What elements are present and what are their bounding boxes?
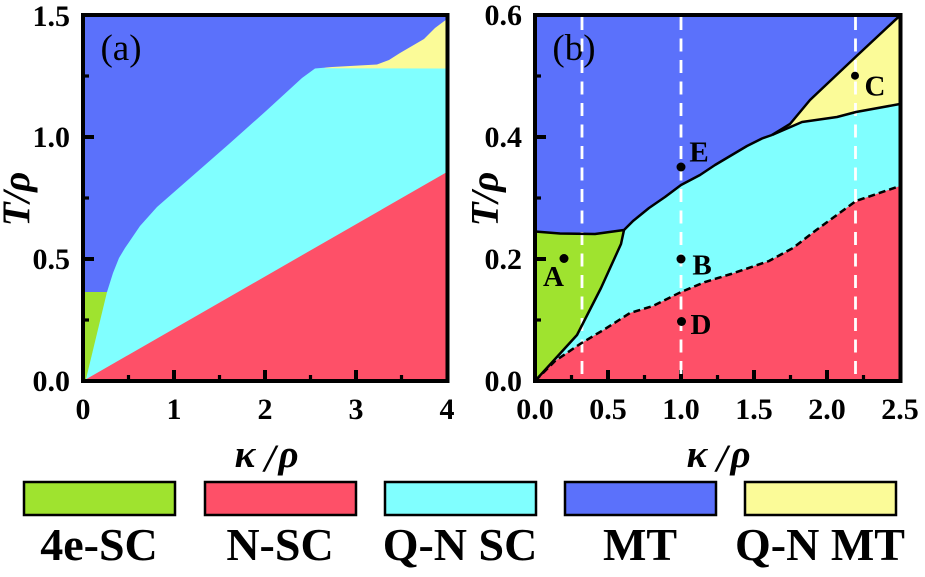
svg-text:A: A xyxy=(543,261,564,293)
svg-text:D: D xyxy=(691,309,712,341)
svg-text:Q-N SC: Q-N SC xyxy=(383,519,538,570)
svg-text:1.5: 1.5 xyxy=(33,0,71,33)
svg-text:0.2: 0.2 xyxy=(485,243,523,276)
svg-text:1: 1 xyxy=(167,393,182,426)
svg-text:B: B xyxy=(692,250,711,282)
svg-text:1.5: 1.5 xyxy=(735,393,773,426)
svg-text:(a): (a) xyxy=(100,28,141,69)
svg-text:2: 2 xyxy=(258,393,273,426)
svg-text:0.0: 0.0 xyxy=(485,365,523,398)
svg-text:E: E xyxy=(689,137,708,169)
svg-text:1.0: 1.0 xyxy=(33,121,71,154)
svg-text:ρ: ρ xyxy=(277,433,298,476)
svg-text:0.5: 0.5 xyxy=(589,393,627,426)
svg-text:0.5: 0.5 xyxy=(33,243,71,276)
svg-text:0.0: 0.0 xyxy=(33,365,71,398)
svg-text:2.0: 2.0 xyxy=(808,393,846,426)
svg-text:/: / xyxy=(714,437,731,480)
svg-text:0.6: 0.6 xyxy=(485,0,523,32)
svg-text:T/ρ: T/ρ xyxy=(0,172,38,227)
svg-text:Q-N MT: Q-N MT xyxy=(735,519,905,570)
svg-text:0.4: 0.4 xyxy=(485,121,523,154)
svg-text:4: 4 xyxy=(440,393,455,426)
svg-text:2.5: 2.5 xyxy=(881,393,919,426)
svg-text:3: 3 xyxy=(349,393,364,426)
svg-text:MT: MT xyxy=(603,519,677,570)
svg-text:0: 0 xyxy=(76,393,91,426)
svg-text:/: / xyxy=(262,437,279,480)
svg-text:(b): (b) xyxy=(552,28,595,69)
svg-text:ρ: ρ xyxy=(729,433,750,476)
svg-text:4e-SC: 4e-SC xyxy=(40,519,158,570)
svg-text:N-SC: N-SC xyxy=(226,519,333,570)
svg-text:C: C xyxy=(865,71,886,103)
svg-text:1.0: 1.0 xyxy=(662,393,700,426)
svg-text:0.0: 0.0 xyxy=(516,393,554,426)
svg-text:T/ρ: T/ρ xyxy=(464,172,507,227)
svg-text:κ: κ xyxy=(235,433,257,476)
svg-text:κ: κ xyxy=(687,433,709,476)
